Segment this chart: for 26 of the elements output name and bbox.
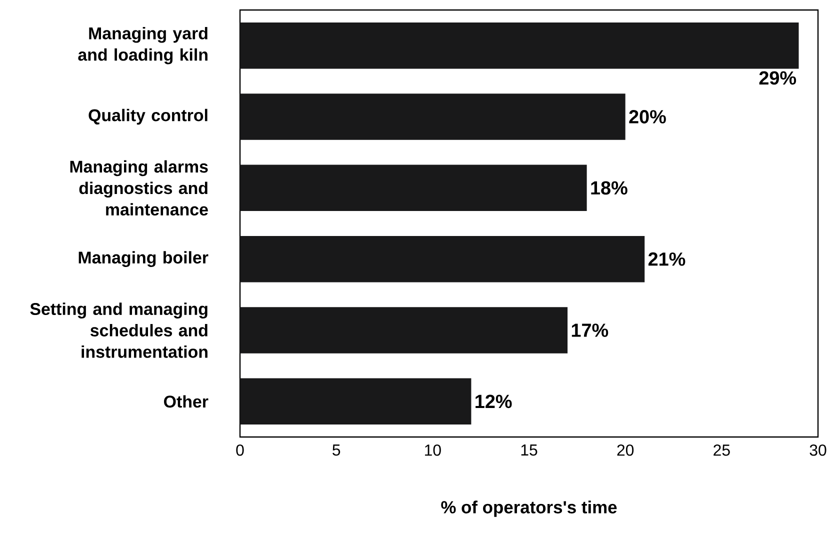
y-tick-label: Setting and managing schedules and instrumentation <box>30 302 208 358</box>
y-tick-label: Other <box>164 395 208 408</box>
data-label: 18% <box>591 181 628 195</box>
x-tick-label: 20 <box>617 444 634 456</box>
y-tick-label: Quality control <box>88 108 208 125</box>
bar <box>240 164 587 212</box>
x-tick-label: 30 <box>810 444 826 456</box>
bar <box>240 22 799 69</box>
x-tick-label: 10 <box>425 444 441 456</box>
bar <box>240 236 645 282</box>
data-label: 29% <box>759 71 796 85</box>
bar <box>240 94 626 140</box>
x-tick-label: 0 <box>236 444 244 456</box>
y-tick-label: Managing yard and loading kiln <box>78 26 208 64</box>
y-tick-label: Managing boiler <box>78 251 208 268</box>
bar <box>240 378 472 425</box>
data-label: 20% <box>629 110 666 124</box>
bar <box>240 307 568 354</box>
x-tick-label: 15 <box>521 444 538 456</box>
y-tick-label: Managing alarms diagnostics and maintenance <box>70 160 208 216</box>
data-label: 12% <box>476 394 512 408</box>
data-label: 21% <box>648 252 686 266</box>
data-label: 17% <box>572 324 608 337</box>
x-axis-title: % of operators's time <box>441 500 617 517</box>
x-tick-label: 25 <box>714 444 730 456</box>
x-tick-label: 5 <box>332 444 340 456</box>
